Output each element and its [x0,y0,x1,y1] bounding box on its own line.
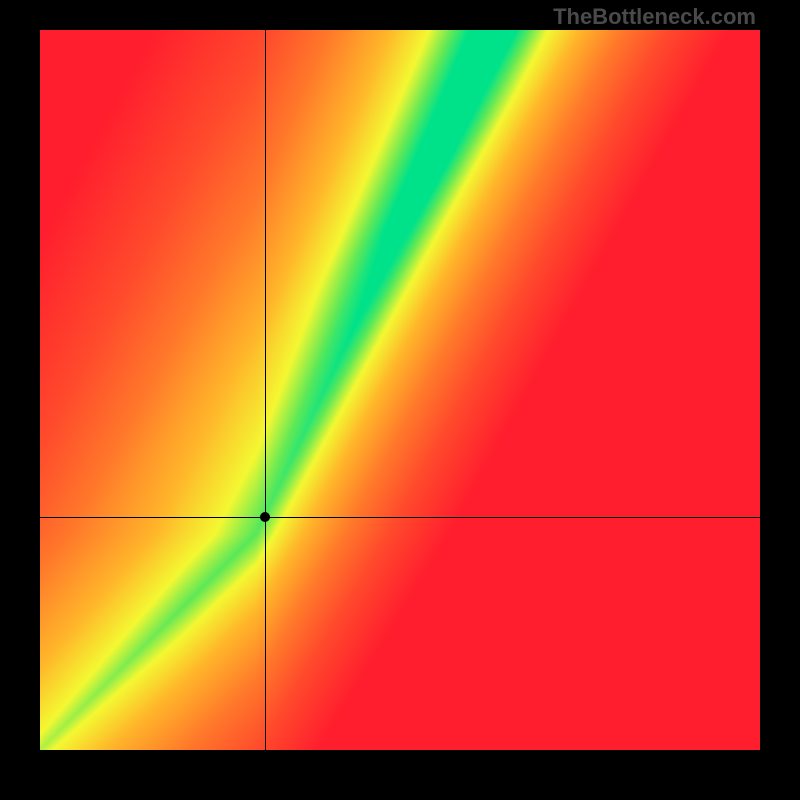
crosshair-horizontal [40,517,760,518]
watermark-text: TheBottleneck.com [553,4,756,30]
heatmap-canvas [40,30,760,750]
selection-marker [260,512,270,522]
bottleneck-heatmap [40,30,760,750]
crosshair-vertical [265,30,266,750]
